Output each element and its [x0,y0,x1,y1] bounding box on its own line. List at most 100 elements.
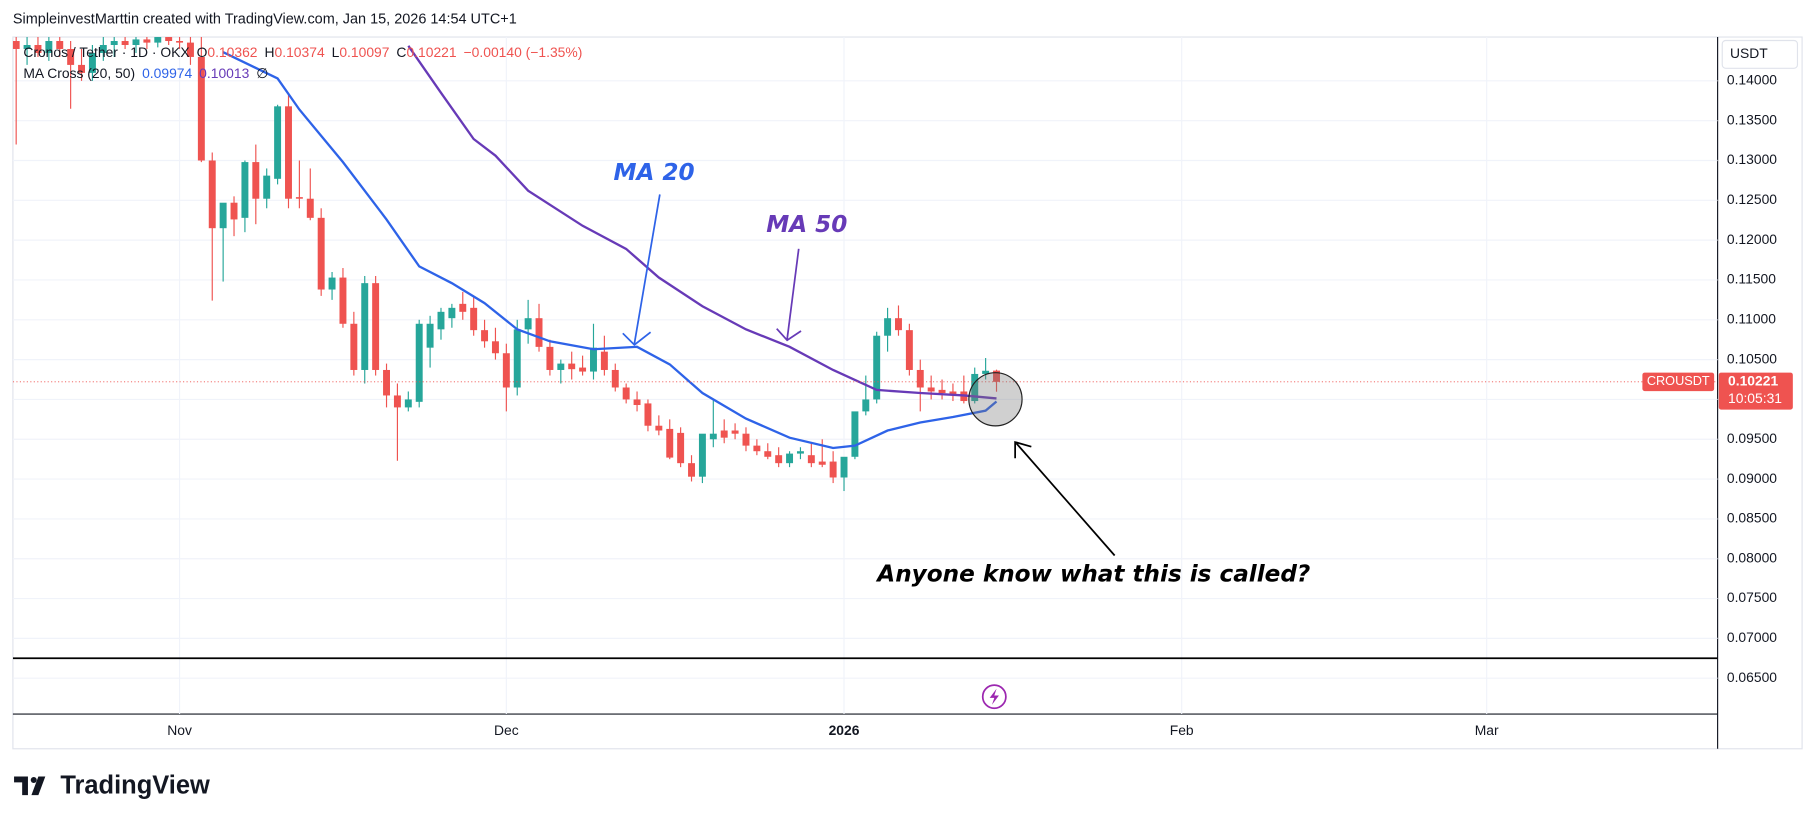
candle-body [502,353,510,388]
pointer-arrow [1015,442,1116,557]
series-label: MA 20 [613,160,694,186]
candle-body [34,44,42,53]
candle-body [383,369,390,396]
ma20-arrowhead [622,331,652,347]
candle-body [796,451,804,454]
candle-body [568,363,576,370]
candle-body [23,44,31,49]
candle-body [611,369,619,388]
candle-body [263,175,271,199]
y-tick-label: 0.13500 [1727,111,1777,127]
ticker-tag [1642,372,1715,392]
legend-item: 0.10374 [275,44,325,60]
candle-body [535,318,543,347]
ma-line [222,51,998,450]
legend-item: 0.09974 [142,65,192,81]
y-tick-label: 0.11000 [1727,310,1776,326]
candle-body [600,351,608,370]
candle-body [807,455,815,464]
candle-body [905,330,913,370]
candle-body [764,451,772,457]
candle-body [121,41,129,45]
candle-body [720,430,728,438]
legend-item: Cronos / Tether · 1D · OKX [23,44,189,60]
candle-body [219,202,227,229]
ma50-arrow [786,248,800,340]
currency: USDT [1730,45,1768,61]
legend-item: −0.00140 (−1.35%) [464,44,583,60]
candle-body [274,106,282,179]
candle-body [328,277,336,290]
legend-item: 0.10097 [339,44,389,60]
candle-body [742,433,750,446]
candle-body [285,106,292,199]
x-tick-label: Nov [167,722,192,738]
candle-body [176,41,184,43]
candle-body [677,432,685,464]
candle-body [688,463,695,477]
countdown: 10:05:31 [1728,390,1782,406]
candle-body [982,370,990,374]
candle-body [78,64,86,73]
candle-body [884,318,892,336]
y-tick-label: 0.09500 [1727,430,1777,446]
ma-line [407,45,997,400]
price-tag [1718,372,1793,410]
candle-body [851,411,859,457]
candle-body [622,387,630,400]
candle-body [437,311,445,330]
candle-body [56,41,64,49]
candle-body [317,217,325,290]
candle-body [295,197,303,199]
legend-item: H [264,44,274,60]
candle-body [916,369,924,388]
candle-body [45,41,53,53]
x-tick-label: Dec [494,722,519,738]
y-tick-label: 0.07500 [1727,589,1777,605]
x-tick-label: Mar [1475,722,1499,738]
candle-body [165,37,173,42]
event-bolt [989,688,999,705]
y-tick-label: 0.10500 [1727,350,1777,366]
legend-item: 0.10221 [406,44,456,60]
candle-body [67,48,75,65]
y-tick-label: 0.08500 [1727,510,1777,526]
candle-body [208,160,216,229]
candle-body [241,162,249,218]
ticker: CROUSDT [1647,373,1710,388]
candle-body [895,318,902,331]
legend-item: O [197,44,208,60]
candle-body [579,367,587,372]
pointer-arrowhead [1014,440,1032,459]
legend-item: MA Cross (20, 50) [23,65,135,81]
candle-body [557,363,565,370]
candle-body [927,387,935,392]
candle-body [350,323,358,370]
candle-body [372,283,380,370]
candle-body [655,425,663,431]
candle-body [775,455,783,464]
candle-body [481,330,489,342]
candle-body [110,41,118,45]
highlight-circle [968,372,1023,427]
candle-body [99,44,107,53]
ma50-arrowhead [776,328,802,342]
currency-box[interactable] [1721,39,1799,69]
candle-body [949,391,957,396]
drawings: Anyone know what this is called? [622,194,1310,710]
candle-body [698,433,706,477]
candle-body [731,430,739,434]
grid [12,37,1718,715]
legend: Cronos / Tether · 1D · OKX O0.10362 H0.103… [23,44,582,81]
candle-body [470,307,478,331]
header: SimpleinvestMarttin created with Trading… [13,11,517,27]
candle-body [993,370,1000,382]
y-tick-label: 0.07000 [1727,629,1777,645]
legend-row: Cronos / Tether · 1D · OKX O0.10362 H0.103… [23,44,582,60]
y-tick-label: 0.08000 [1727,549,1777,565]
y-tick-label: 0.13000 [1727,151,1777,167]
candle-body [513,329,521,388]
logo-mark [14,776,46,796]
